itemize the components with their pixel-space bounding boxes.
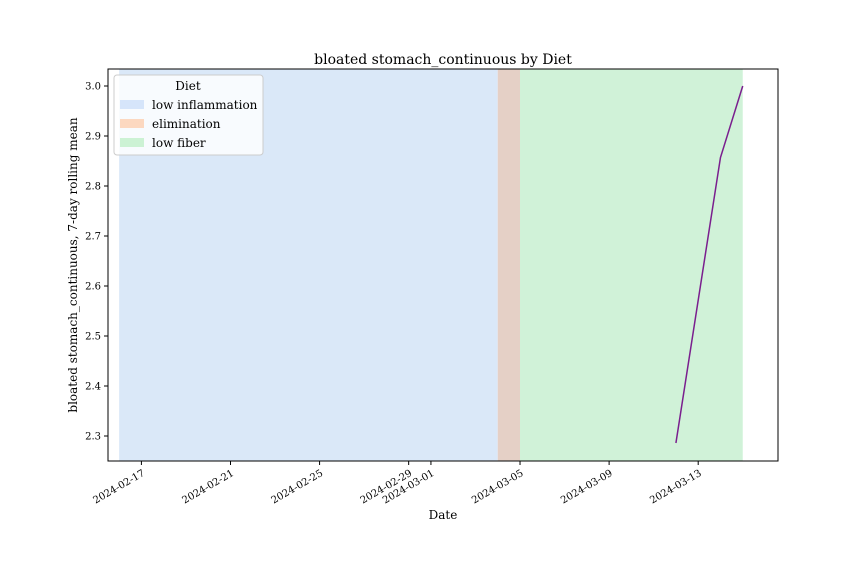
x-tick-label: 2024-03-05 [470, 468, 525, 506]
y-tick-label: 2.7 [85, 232, 101, 243]
legend-title: Diet [175, 79, 201, 93]
x-tick-label: 2024-02-17 [91, 468, 146, 506]
legend-swatch-low-fiber [120, 138, 144, 147]
region-low-fiber [520, 69, 743, 461]
y-tick-label: 2.3 [85, 432, 101, 443]
chart-title: bloated stomach_continuous by Diet [314, 52, 572, 68]
y-tick-label: 2.9 [85, 132, 101, 143]
legend-swatch-elimination [120, 119, 144, 128]
legend-label-elimination: elimination [152, 117, 221, 131]
legend-label-low-inflammation: low inflammation [152, 98, 258, 112]
y-tick-label: 2.6 [85, 282, 101, 293]
legend-items: low inflammation elimination low fiber [120, 98, 258, 150]
x-tick-label: 2024-02-25 [270, 468, 325, 506]
y-tick-label: 2.8 [85, 182, 101, 193]
legend-box [113, 74, 264, 156]
y-tick-label: 2.4 [85, 382, 101, 393]
x-tick-label: 2024-03-13 [648, 468, 703, 506]
y-axis-label: bloated stomach_continuous, 7-day rollin… [66, 117, 80, 412]
legend-label-low-fiber: low fiber [152, 136, 206, 150]
x-tick-label: 2024-02-21 [181, 468, 236, 506]
y-axis-ticks: 2.3 2.4 2.5 2.6 2.7 2.8 2.9 3.0 [85, 82, 108, 443]
legend-swatch-low-inflammation [120, 100, 144, 109]
plot-area-frame [107, 68, 779, 462]
series-layer [675, 85, 744, 444]
region-elimination [497, 69, 521, 461]
legend: Diet low inflammation elimination low fibe… [113, 74, 264, 156]
diet-regions [119, 69, 743, 461]
y-tick-label: 2.5 [85, 332, 101, 343]
x-axis-label: Date [429, 508, 458, 522]
x-axis-ticks: 2024-02-17 2024-02-21 2024-02-25 2024-02-29… [91, 461, 704, 506]
x-tick-label: 2024-03-09 [559, 468, 614, 506]
y-tick-label: 3.0 [85, 82, 101, 93]
